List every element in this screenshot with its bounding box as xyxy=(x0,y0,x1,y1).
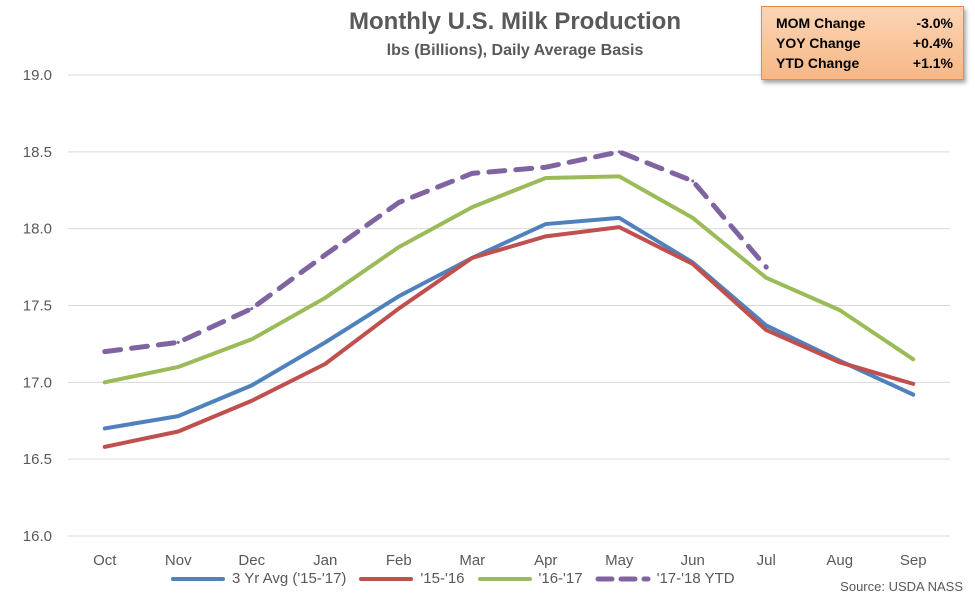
legend-swatch-purple-dashed xyxy=(595,576,651,581)
data-point xyxy=(250,399,254,403)
y-axis-ticks: 16.0 16.5 17.0 17.5 18.0 18.5 19.0 xyxy=(23,67,52,545)
data-point xyxy=(397,294,401,298)
data-point xyxy=(691,216,695,220)
gridlines xyxy=(68,74,950,537)
x-tick-label: Sep xyxy=(900,552,927,569)
y-tick-label: 16.0 xyxy=(23,528,52,545)
series-lines xyxy=(102,149,916,449)
stat-label: YTD Change xyxy=(776,55,860,71)
data-point xyxy=(764,328,768,332)
data-point xyxy=(323,253,327,257)
data-point xyxy=(323,296,327,300)
series-line-0 xyxy=(102,215,916,431)
data-point xyxy=(911,357,915,361)
data-point xyxy=(323,340,327,344)
data-point xyxy=(544,165,548,169)
stat-value: +0.4% xyxy=(912,35,953,51)
data-point xyxy=(617,174,621,178)
data-point xyxy=(176,414,180,418)
data-point xyxy=(691,179,695,183)
legend-swatch-blue xyxy=(171,576,225,581)
x-tick-label: Jun xyxy=(681,552,705,569)
x-tick-label: Feb xyxy=(386,552,412,569)
data-point xyxy=(103,380,107,384)
data-point xyxy=(544,234,548,238)
y-tick-label: 16.5 xyxy=(23,451,52,468)
chart-subtitle: lbs (Billions), Daily Average Basis xyxy=(386,42,644,59)
x-tick-label: Aug xyxy=(826,552,853,569)
x-tick-label: Mar xyxy=(459,552,485,569)
change-summary-box: MOM Change -3.0% YOY Change +0.4% YTD Ch… xyxy=(761,6,964,80)
y-tick-label: 17.0 xyxy=(23,374,52,391)
x-tick-label: Jul xyxy=(757,552,776,569)
data-point xyxy=(470,205,474,209)
data-point xyxy=(397,245,401,249)
stat-row-mom: MOM Change -3.0% xyxy=(776,13,953,33)
data-point xyxy=(176,365,180,369)
x-tick-label: Dec xyxy=(238,552,265,569)
y-tick-label: 18.5 xyxy=(23,144,52,161)
data-point xyxy=(911,393,915,397)
x-tick-label: May xyxy=(605,552,634,569)
data-point xyxy=(617,225,621,229)
legend-label: '16-'17 xyxy=(538,570,583,587)
legend-item: '17-'18 YTD xyxy=(595,570,735,587)
legend-swatch-green xyxy=(477,576,532,581)
data-point xyxy=(691,262,695,266)
data-point xyxy=(911,382,915,386)
legend-item: '16-'17 xyxy=(477,570,583,587)
x-tick-label: Apr xyxy=(534,552,557,569)
data-point xyxy=(176,340,180,344)
y-tick-label: 18.0 xyxy=(23,221,52,238)
stat-label: MOM Change xyxy=(776,15,866,31)
data-point xyxy=(103,350,107,354)
x-tick-label: Jan xyxy=(313,552,337,569)
chart-title: Monthly U.S. Milk Production xyxy=(349,8,681,35)
data-point xyxy=(250,383,254,387)
series-line-1 xyxy=(102,225,916,449)
source-note: Source: USDA NASS xyxy=(840,579,963,594)
data-point xyxy=(544,176,548,180)
stat-label: YOY Change xyxy=(776,35,861,51)
data-point xyxy=(397,201,401,205)
data-point xyxy=(838,308,842,312)
data-point xyxy=(617,216,621,220)
data-point xyxy=(103,426,107,430)
data-point xyxy=(250,307,254,311)
x-axis-ticks: Oct Nov Dec Jan Feb Mar Apr May Jun Jul Aug Sep xyxy=(93,552,927,569)
data-point xyxy=(176,430,180,434)
chart-legend: 3 Yr Avg ('15-'17) '15-'16 '16-'17 '17-'… xyxy=(170,570,747,587)
legend-label: 3 Yr Avg ('15-'17) xyxy=(232,570,347,587)
data-point xyxy=(544,222,548,226)
stat-row-yoy: YOY Change +0.4% xyxy=(776,33,953,53)
data-point xyxy=(250,337,254,341)
legend-item: '15-'16 xyxy=(358,570,465,587)
data-point xyxy=(838,360,842,364)
data-point xyxy=(764,265,768,269)
legend-label: '17-'18 YTD xyxy=(656,570,735,587)
data-point xyxy=(470,171,474,175)
y-tick-label: 17.5 xyxy=(23,298,52,315)
series-line-3 xyxy=(102,149,769,355)
data-point xyxy=(617,150,621,154)
stat-value: +1.1% xyxy=(912,55,953,71)
y-tick-label: 19.0 xyxy=(23,67,52,84)
legend-label: '15-'16 xyxy=(420,570,465,587)
data-point xyxy=(323,362,327,366)
stat-row-ytd: YTD Change +1.1% xyxy=(776,53,953,73)
x-tick-label: Oct xyxy=(93,552,117,569)
legend-swatch-red xyxy=(359,576,414,581)
data-point xyxy=(470,256,474,260)
legend-item: 3 Yr Avg ('15-'17) xyxy=(170,570,346,587)
data-point xyxy=(764,276,768,280)
data-point xyxy=(764,323,768,327)
stat-value: -3.0% xyxy=(916,15,953,31)
data-point xyxy=(397,307,401,311)
series-line-2 xyxy=(102,174,916,385)
data-point xyxy=(103,445,107,449)
x-tick-label: Nov xyxy=(165,552,192,569)
